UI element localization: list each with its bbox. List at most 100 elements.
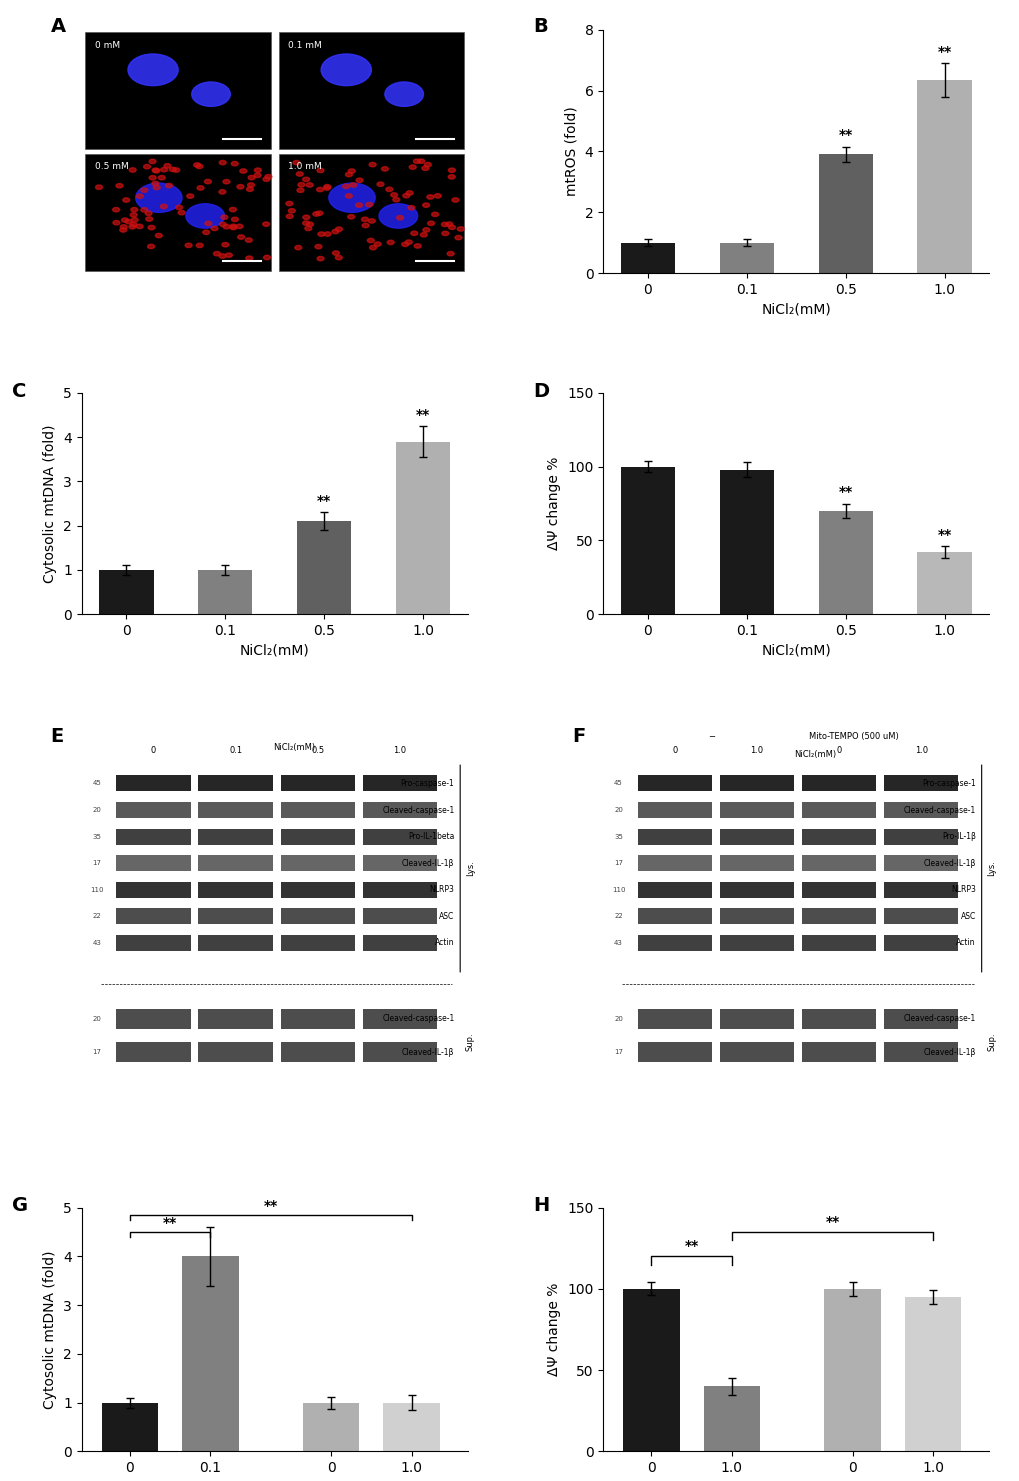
Y-axis label: Cytosolic mtDNA (fold): Cytosolic mtDNA (fold)	[44, 424, 57, 584]
Circle shape	[158, 175, 165, 179]
Bar	[383, 1403, 439, 1451]
Circle shape	[164, 163, 171, 167]
Circle shape	[223, 225, 229, 230]
Circle shape	[265, 175, 272, 179]
X-axis label: NiCl₂(mM): NiCl₂(mM)	[760, 302, 830, 317]
Bar	[801, 881, 875, 897]
Bar	[916, 552, 971, 615]
Circle shape	[146, 216, 153, 221]
Circle shape	[130, 213, 137, 218]
Bar	[199, 1043, 272, 1062]
Text: 17: 17	[93, 1049, 102, 1054]
Circle shape	[122, 198, 129, 203]
Bar	[199, 803, 272, 818]
Bar	[363, 1009, 436, 1029]
Text: Actin: Actin	[956, 939, 975, 948]
Bar	[620, 467, 675, 615]
Circle shape	[160, 167, 167, 172]
Circle shape	[418, 158, 424, 163]
Bar	[280, 776, 355, 791]
Circle shape	[229, 207, 236, 212]
Bar	[719, 1009, 794, 1029]
Text: 45: 45	[93, 780, 101, 786]
Circle shape	[129, 167, 136, 172]
Bar	[637, 829, 711, 844]
Bar	[198, 570, 253, 615]
Bar	[719, 855, 794, 871]
Bar	[801, 803, 875, 818]
Circle shape	[116, 184, 123, 188]
Bar	[620, 243, 675, 273]
Bar	[817, 511, 872, 615]
Circle shape	[324, 233, 331, 237]
Text: 1.0 mM: 1.0 mM	[288, 163, 322, 172]
Text: **: **	[163, 1216, 177, 1229]
Text: ASC: ASC	[960, 912, 975, 921]
Circle shape	[96, 185, 103, 190]
Text: 17: 17	[93, 860, 102, 866]
Bar	[719, 803, 794, 818]
Circle shape	[305, 227, 312, 231]
Circle shape	[413, 158, 420, 163]
Bar	[801, 935, 875, 951]
Circle shape	[303, 221, 310, 225]
Text: **: **	[936, 527, 951, 542]
Circle shape	[184, 243, 192, 247]
Circle shape	[125, 219, 131, 224]
Text: −: −	[707, 732, 714, 740]
Text: **: **	[838, 486, 852, 499]
Circle shape	[211, 227, 218, 231]
Bar	[817, 154, 872, 273]
Text: Cleaved-caspase-1: Cleaved-caspase-1	[382, 1014, 453, 1023]
Circle shape	[350, 182, 357, 187]
Text: Cleaved-IL-1β: Cleaved-IL-1β	[922, 1047, 975, 1056]
Circle shape	[178, 210, 185, 215]
Text: 0: 0	[151, 746, 156, 755]
Circle shape	[296, 172, 303, 176]
Circle shape	[245, 238, 252, 243]
Bar	[719, 881, 794, 897]
Circle shape	[231, 218, 238, 222]
Circle shape	[205, 221, 212, 225]
Circle shape	[120, 225, 127, 230]
Bar	[637, 855, 711, 871]
Bar	[718, 243, 773, 273]
Text: G: G	[12, 1195, 29, 1214]
Circle shape	[237, 235, 245, 240]
Text: Sup.: Sup.	[466, 1032, 475, 1052]
Circle shape	[219, 222, 226, 227]
Circle shape	[422, 203, 429, 207]
Circle shape	[347, 215, 355, 219]
Bar	[199, 776, 272, 791]
Circle shape	[315, 244, 322, 249]
Bar	[637, 881, 711, 897]
Bar	[883, 1043, 958, 1062]
Bar	[883, 776, 958, 791]
Circle shape	[121, 218, 128, 222]
Circle shape	[332, 250, 339, 255]
Text: Mito-TEMPO (500 uM): Mito-TEMPO (500 uM)	[808, 732, 898, 740]
Bar	[883, 935, 958, 951]
Bar	[199, 881, 272, 897]
Circle shape	[448, 225, 455, 230]
Text: 110: 110	[91, 887, 104, 893]
Bar	[86, 154, 271, 271]
Bar	[280, 908, 355, 924]
Circle shape	[405, 240, 412, 244]
Circle shape	[263, 255, 270, 259]
Text: F: F	[572, 727, 585, 746]
Bar	[363, 908, 436, 924]
Bar	[883, 855, 958, 871]
Bar	[719, 908, 794, 924]
Circle shape	[219, 160, 226, 164]
Bar	[637, 1043, 711, 1062]
Bar	[363, 776, 436, 791]
Circle shape	[219, 253, 226, 258]
Circle shape	[239, 169, 247, 173]
Circle shape	[221, 215, 227, 219]
Y-axis label: ΔΨ change %: ΔΨ change %	[547, 1283, 560, 1376]
Circle shape	[131, 218, 138, 222]
Circle shape	[119, 228, 126, 233]
Text: B: B	[533, 18, 548, 37]
Circle shape	[424, 163, 431, 167]
